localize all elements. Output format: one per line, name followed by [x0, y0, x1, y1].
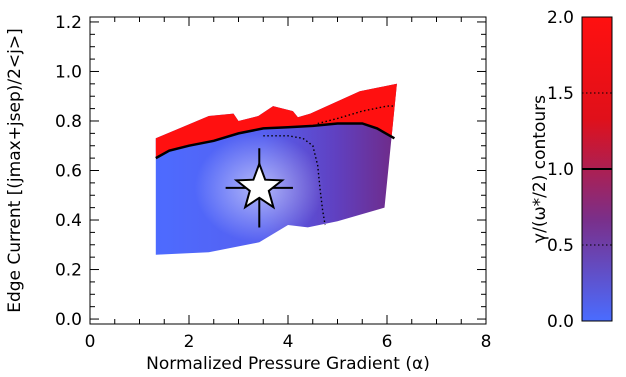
- y-axis: 0.0 0.2 0.4 0.6 0.8 1.0 1.2: [55, 13, 486, 330]
- colorbar-tick-label: 2.0: [547, 8, 574, 28]
- y-tick-label: 1.2: [55, 13, 82, 33]
- y-axis-title: Edge Current [(jmax+jsep)/2<j>]: [5, 28, 25, 313]
- y-tick-label: 1.0: [55, 62, 82, 82]
- x-tick-label: 0: [85, 332, 96, 352]
- y-tick-label: 0.4: [55, 211, 82, 231]
- colorbar: 0.0 0.5 1.0 1.5 2.0 γ/(ω*/2) contours: [530, 8, 613, 332]
- x-tick-label: 8: [481, 332, 492, 352]
- colorbar-ticks: 0.0 0.5 1.0 1.5 2.0: [547, 8, 612, 332]
- marker-group: [225, 148, 293, 228]
- colorbar-tick-label: 0.5: [547, 236, 574, 256]
- contour-lines: [155, 105, 396, 226]
- colorbar-tick-label: 1.5: [547, 84, 574, 104]
- y-tick-label: 0.6: [55, 162, 82, 182]
- x-tick-label: 6: [382, 332, 393, 352]
- colorbar-title: γ/(ω*/2) contours: [530, 95, 550, 243]
- y-tick-label: 0.8: [55, 112, 82, 132]
- colorbar-tick-label: 1.0: [547, 160, 574, 180]
- star-marker: [233, 160, 285, 210]
- y-tick-label: 0.2: [55, 261, 82, 281]
- y-tick-label: 0.0: [55, 310, 82, 330]
- x-tick-label: 2: [184, 332, 195, 352]
- plot-area: 0 2 4 6 8 0.0 0.2 0.4 0.6 0.8 1.0 1.2 Normalized P…: [5, 13, 491, 374]
- x-axis: 0 2 4 6 8: [85, 17, 492, 352]
- x-tick-label: 4: [283, 332, 294, 352]
- colorbar-tick-label: 0.0: [547, 312, 574, 332]
- contour-gamma-1: [155, 122, 396, 160]
- x-axis-title: Normalized Pressure Gradient (α): [146, 354, 430, 374]
